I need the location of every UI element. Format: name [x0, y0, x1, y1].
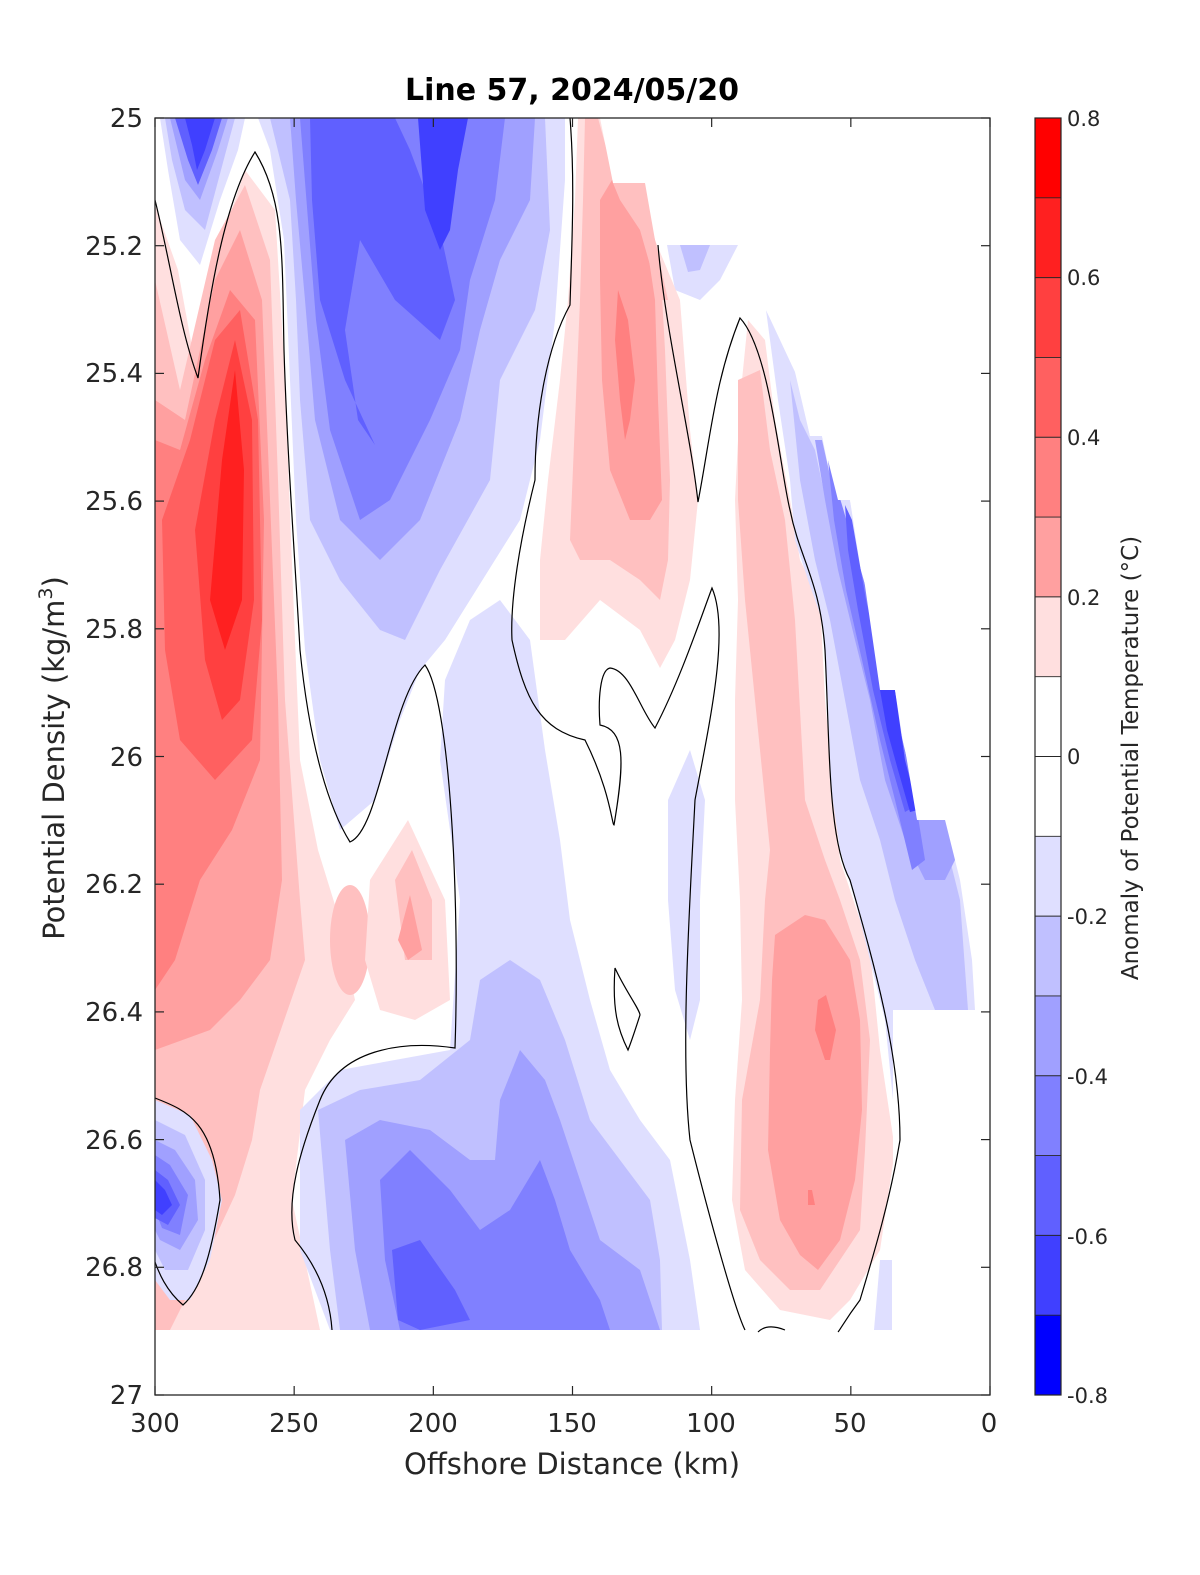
x-axis: 300 250 200 150 100 50 0 Offshore Distan…: [130, 1409, 997, 1481]
x-tick-label: 250: [269, 1409, 319, 1439]
warm-dot-nearshore: [808, 1190, 815, 1205]
zero-contour-line: [511, 118, 746, 1331]
x-tick-label: 150: [547, 1409, 597, 1439]
warm-patch-mid: [330, 885, 370, 995]
warm-band-0.7: [210, 370, 244, 650]
no-data-region-bottom: [155, 1332, 990, 1395]
cold-band-0.2-small: [680, 245, 710, 272]
colorbar-block: [1035, 1155, 1061, 1236]
cold-band-0.5-upper: [310, 118, 455, 445]
colorbar-block: [1035, 916, 1061, 996]
colorbar-label: Anomaly of Potential Temperature (°C): [1118, 536, 1144, 980]
y-tick-label: 25: [110, 104, 143, 134]
y-tick-label: 26.4: [85, 998, 143, 1028]
warm-band-0.4-nearshore: [815, 995, 836, 1060]
colorbar-block: [1035, 118, 1061, 198]
colorbar-tick-label: 0.8: [1067, 107, 1100, 131]
colorbar-tick-label: -0.4: [1067, 1065, 1108, 1089]
colorbar-tick-label: -0.8: [1067, 1384, 1108, 1408]
colorbar: 0.8 0.6 0.4 0.2 0 -0.2 -0.4 -0.6 -0.8 An…: [1034, 107, 1144, 1408]
y-tick-label: 25.4: [85, 359, 143, 389]
colorbar-block: [1035, 197, 1061, 278]
x-tick-label: 100: [686, 1409, 736, 1439]
x-tick-label: 300: [130, 1409, 180, 1439]
y-axis-label-superscript: 3: [35, 587, 57, 599]
colorbar-block: [1035, 517, 1061, 597]
colorbar-tick-label: 0.6: [1067, 266, 1100, 290]
cold-band-0.6-upper: [418, 118, 468, 250]
y-tick-label: 25.8: [85, 615, 143, 645]
y-tick-label: 25.2: [85, 232, 143, 262]
chart-title: Line 57, 2024/05/20: [405, 73, 739, 108]
colorbar-block: [1035, 437, 1061, 518]
x-tick-marks: [154, 118, 991, 1395]
anomaly-field: [155, 118, 990, 1395]
cold-band-0.6-bl: [155, 1180, 172, 1215]
y-axis-label-close: ): [37, 576, 71, 587]
x-axis-label: Offshore Distance (km): [404, 1447, 740, 1481]
cold-band-0.1-pocket: [668, 750, 705, 1040]
warm-band-0.3-nearshore: [768, 915, 862, 1270]
y-tick-label: 26.2: [85, 870, 143, 900]
colorbar-tick-marks: [1035, 197, 1061, 1316]
colorbar-block: [1035, 836, 1061, 917]
colorbar-tick-label: 0.2: [1067, 586, 1100, 610]
cold-band-0.6-tl: [185, 118, 215, 170]
no-data-region-nearshore: [600, 118, 990, 1332]
colorbar-tick-label: -0.2: [1067, 905, 1108, 929]
zero-contour-line: [657, 244, 901, 1333]
x-tick-label: 50: [833, 1409, 866, 1439]
colorbar-tick-label: -0.6: [1067, 1225, 1108, 1249]
zero-contour-line: [757, 1326, 786, 1333]
warm-band-0.3-mid: [398, 895, 422, 960]
y-tick-label: 27: [110, 1381, 143, 1411]
colorbar-block: [1035, 1075, 1061, 1156]
cold-band-0.6-nearshore: [880, 690, 918, 812]
y-tick-label: 26.8: [85, 1253, 143, 1283]
colorbar-tick-label: 0: [1067, 745, 1080, 769]
cold-band-0.5-lower: [392, 1240, 470, 1330]
cold-band-0.1-bottom-edge: [874, 1260, 892, 1330]
zero-contours: [155, 118, 901, 1333]
warm-band-0.4-inshore: [615, 290, 635, 440]
x-tick-label: 0: [981, 1409, 998, 1439]
y-axis-label: Potential Density (kg/m3): [35, 576, 71, 940]
y-tick-label: 25.6: [85, 487, 143, 517]
colorbar-block: [1035, 1315, 1061, 1395]
colorbar-block: [1035, 1235, 1061, 1316]
y-axis: 25 25.2 25.4 25.6 25.8 26 26.2 26.4 26.6…: [35, 104, 143, 1411]
y-tick-label: 26.6: [85, 1126, 143, 1156]
zero-contour-line: [613, 967, 641, 1052]
x-tick-label: 200: [408, 1409, 458, 1439]
colorbar-block: [1035, 995, 1061, 1076]
y-tick-label: 26: [110, 743, 143, 773]
warm-band-0.2-inshore-top: [613, 183, 668, 300]
y-axis-label-main: Potential Density (kg/m: [37, 600, 71, 940]
y-tick-marks: [155, 117, 990, 1396]
colorbar-block: [1035, 357, 1061, 438]
zero-contour-line: [155, 150, 457, 1331]
plot-area: [154, 117, 991, 1396]
colorbar-block: [1035, 596, 1061, 677]
colorbar-tick-label: 0.4: [1067, 426, 1100, 450]
zero-contour-line: [155, 1097, 221, 1306]
colorbar-block: [1035, 277, 1061, 358]
